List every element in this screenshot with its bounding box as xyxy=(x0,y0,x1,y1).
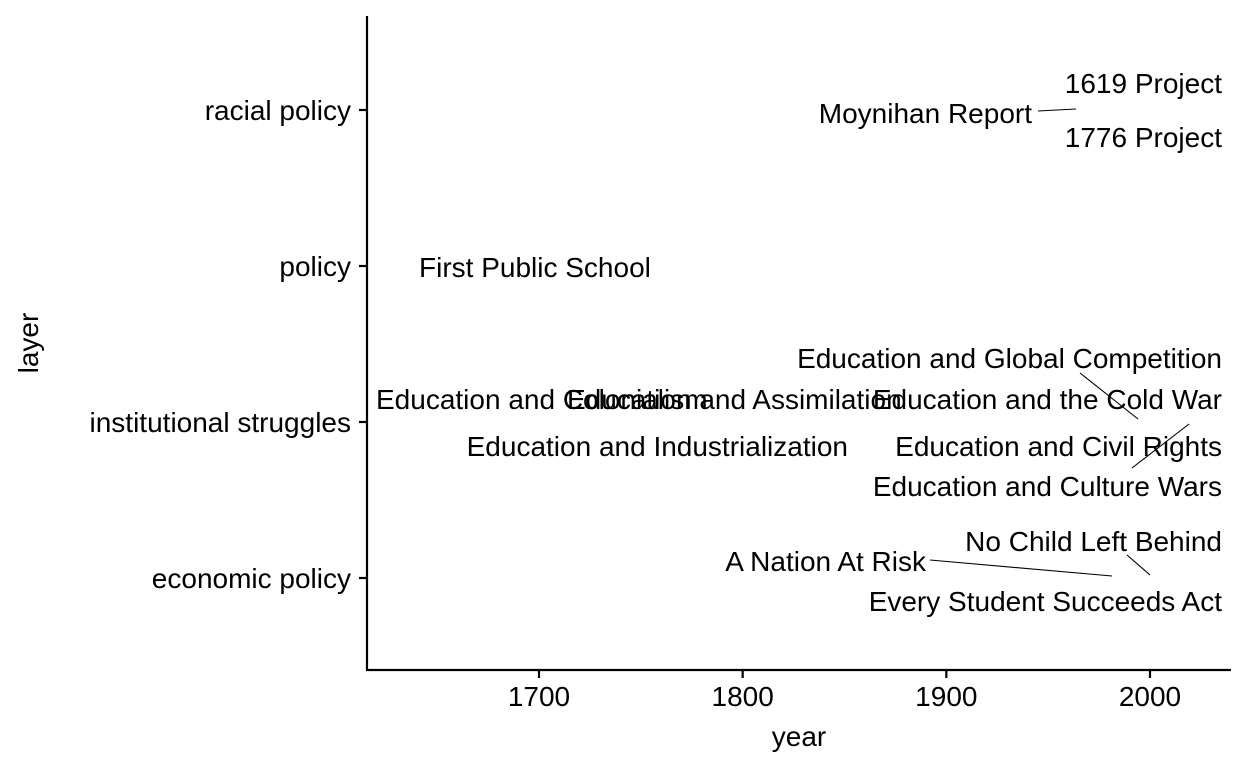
y-tick-label: economic policy xyxy=(152,563,351,594)
event-label-education-and-colonialism: Education and Colonialism xyxy=(376,384,708,415)
event-label-education-and-assimilation: Education and Assimilation xyxy=(567,384,902,415)
leader-line-no-child xyxy=(1126,554,1151,576)
y-tick-label: institutional struggles xyxy=(90,407,351,438)
leader-line-civil-rights xyxy=(1131,423,1190,469)
event-label-no-child-left-behind: No Child Left Behind xyxy=(965,526,1222,557)
y-axis-title: layer xyxy=(13,313,44,374)
x-tick-label: 2000 xyxy=(1119,681,1181,712)
x-tick-label: 1700 xyxy=(508,681,570,712)
event-label-education-and-culture-wars: Education and Culture Wars xyxy=(873,471,1222,502)
y-tick-label: policy xyxy=(279,251,351,282)
x-axis-title: year xyxy=(772,721,826,752)
y-tick-label: racial policy xyxy=(205,95,351,126)
x-tick-label: 1900 xyxy=(915,681,977,712)
x-axis-ticks: 1700 1800 1900 2000 xyxy=(508,670,1181,712)
event-label-education-and-the-cold-war: Education and the Cold War xyxy=(873,384,1222,415)
x-tick-label: 1800 xyxy=(712,681,774,712)
event-label-education-and-industrialization: Education and Industrialization xyxy=(467,431,848,462)
leader-line-moynihan xyxy=(1037,108,1077,112)
event-label-1619-project: 1619 Project xyxy=(1065,68,1222,99)
event-label-1776-project: 1776 Project xyxy=(1065,122,1222,153)
event-labels: 1619 Project Moynihan Report 1776 Project F… xyxy=(376,68,1222,617)
event-label-first-public-school: First Public School xyxy=(419,252,651,283)
leader-line-nation-at-risk xyxy=(929,559,1113,577)
y-axis-ticks: economic policy institutional struggles po… xyxy=(90,95,367,594)
event-label-a-nation-at-risk: A Nation At Risk xyxy=(725,546,927,577)
event-label-every-student-succeeds-act: Every Student Succeeds Act xyxy=(869,586,1223,617)
event-label-moynihan-report: Moynihan Report xyxy=(819,98,1032,129)
event-label-education-and-civil-rights: Education and Civil Rights xyxy=(895,431,1222,462)
leader-lines xyxy=(929,108,1190,577)
leader-line-global-competition xyxy=(1079,372,1139,420)
event-label-education-and-global-competition: Education and Global Competition xyxy=(797,343,1222,374)
